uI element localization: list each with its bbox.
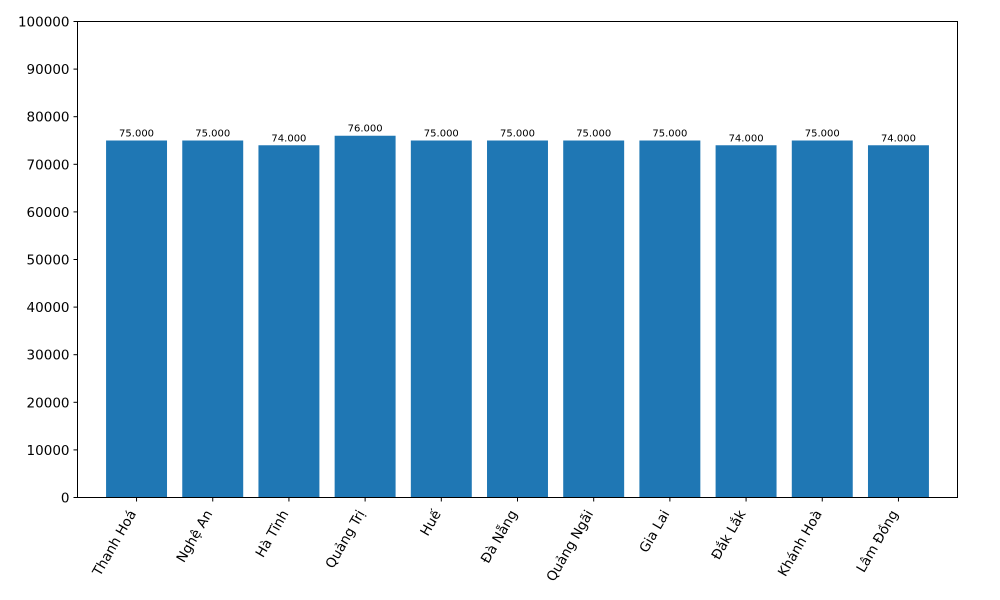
data-label: 74.000: [271, 133, 306, 144]
x-axis: Thanh Hoá Nghệ An Hà Tĩnh Quảng Trị Huế Đà Nẵ…: [89, 497, 902, 585]
bar: [487, 140, 548, 498]
bar: [639, 140, 701, 498]
y-tick-label: 50000: [27, 253, 70, 269]
bar: [867, 145, 929, 498]
x-tick-label: Đà Nẵng: [477, 507, 521, 566]
data-label: 75.000: [576, 129, 611, 140]
y-axis: 0 10000 20000 30000 40000 50000 60000 70000 8000…: [18, 15, 78, 507]
bar: [182, 140, 244, 498]
y-tick-label: 40000: [27, 300, 70, 316]
data-label: 75.000: [652, 129, 687, 140]
y-tick-label: 30000: [27, 348, 70, 364]
x-tick-label: Huế: [417, 506, 446, 538]
x-tick-label: Hà Tĩnh: [253, 508, 293, 561]
bar: [791, 140, 853, 498]
y-tick-label: 0: [61, 491, 70, 507]
data-label: 74.000: [881, 133, 916, 144]
x-tick-label: Lâm Đồng: [853, 507, 902, 575]
y-tick-label: 90000: [27, 62, 70, 78]
x-tick-label: Gia Lai: [636, 508, 673, 556]
y-tick-label: 60000: [27, 205, 70, 221]
y-tick-label: 70000: [27, 157, 70, 173]
data-label: 75.000: [805, 129, 840, 140]
x-tick-label: Quảng Ngãi: [544, 508, 598, 585]
data-label: 75.000: [195, 129, 230, 140]
bar: [258, 145, 320, 498]
y-tick-label: 80000: [27, 110, 70, 126]
y-tick-label: 100000: [18, 15, 70, 31]
data-label: 75.000: [500, 129, 535, 140]
x-tick-label: Nghệ An: [174, 508, 217, 566]
bar: [715, 145, 777, 498]
y-tick-label: 20000: [27, 395, 70, 411]
bar: [334, 135, 396, 498]
data-label: 75.000: [119, 129, 154, 140]
x-tick-label: Đắk Lắk: [708, 507, 750, 563]
bar: [563, 140, 625, 498]
bars-group: [106, 135, 929, 498]
y-tick-label: 10000: [27, 443, 70, 459]
data-label: 74.000: [729, 133, 764, 144]
x-tick-label: Khánh Hoà: [775, 508, 826, 580]
x-tick-label: Quảng Trị: [323, 508, 369, 572]
data-labels-group: 75.000 75.000 74.000 76.000 75.000 75.000 75.0…: [119, 124, 916, 145]
bar: [410, 140, 472, 498]
data-label: 76.000: [348, 124, 383, 135]
data-label: 75.000: [424, 129, 459, 140]
x-tick-label: Thanh Hoá: [89, 508, 140, 580]
bar: [106, 140, 168, 498]
plot-frame: [77, 21, 958, 498]
